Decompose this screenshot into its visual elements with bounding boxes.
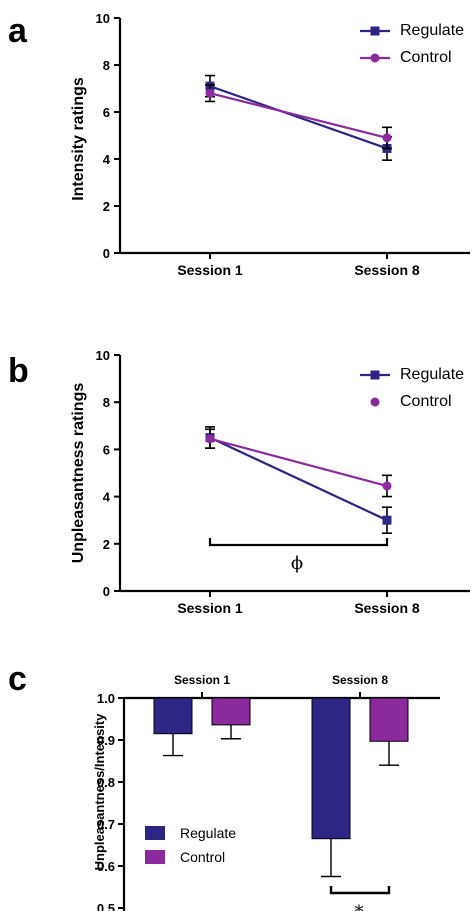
x-tick-label-session-1-b: Session 1 <box>177 600 243 616</box>
bar-control-session-8 <box>369 697 409 742</box>
panel-letter-b: b <box>8 352 29 390</box>
y-tick-label-a: 6 <box>103 105 110 120</box>
significance-phi: ϕ <box>291 553 303 574</box>
legend-label-regulate-a: Regulate <box>400 22 464 39</box>
legend-marker-control-b <box>370 397 380 407</box>
legend-label-control-a: Control <box>400 49 452 66</box>
y-tick-label-b: 2 <box>103 537 110 552</box>
legend-label-regulate-c: Regulate <box>180 825 236 841</box>
data-point-control-a <box>382 133 392 143</box>
series-line-control-b <box>209 437 388 488</box>
error-bar-control-session-8 <box>379 741 399 766</box>
panel-letter-c: c <box>8 660 27 698</box>
series-line-control-a <box>209 92 388 139</box>
y-tick-label-b: 4 <box>103 490 111 505</box>
y-tick-label-a: 0 <box>103 246 110 261</box>
legend-label-regulate-b: Regulate <box>400 366 464 383</box>
significance-bracket-c <box>329 886 391 895</box>
y-tick-label-a: 4 <box>103 152 111 167</box>
y-tick-label-b: 8 <box>103 395 110 410</box>
series-line-regulate-a <box>209 85 388 150</box>
x-tick-label-session-1-c: Session 1 <box>174 673 230 687</box>
y-axis-label-a: Intensity ratings <box>70 77 87 201</box>
legend-swatch-regulate-c <box>145 826 165 840</box>
y-tick-label-a: 2 <box>103 199 110 214</box>
bar-regulate-session-8 <box>311 697 351 840</box>
x-tick-label-session-8-c: Session 8 <box>332 673 388 687</box>
bar-regulate-session-1 <box>153 697 193 735</box>
data-point-control-b <box>382 481 392 491</box>
y-axis-label-b: Unpleasantness ratings <box>70 383 87 564</box>
legend-swatch-control-c <box>145 850 165 864</box>
y-tick-label-c: 1.0 <box>97 691 115 706</box>
legend-marker-regulate-a <box>370 26 380 36</box>
data-point-control-b <box>205 434 215 444</box>
error-bar-regulate-session-1 <box>163 733 183 757</box>
x-tick-label-session-8-b: Session 8 <box>354 600 420 616</box>
bar-control-session-1 <box>211 697 251 726</box>
error-bar-regulate-session-8 <box>321 838 341 878</box>
series-line-regulate-b <box>209 436 388 522</box>
panel-letter-a: a <box>8 12 28 50</box>
y-tick-label-c: 0.8 <box>97 775 115 790</box>
significance-bracket-b <box>208 538 389 547</box>
y-tick-label-c: 0.7 <box>97 817 115 832</box>
y-tick-label-c: 0.5 <box>97 901 115 911</box>
legend-marker-control-a <box>370 53 380 63</box>
y-tick-label-a: 8 <box>103 58 110 73</box>
data-point-regulate-b <box>382 515 392 525</box>
y-tick-label-c: 0.6 <box>97 859 115 874</box>
y-tick-label-c: 0.9 <box>97 733 115 748</box>
y-axis-label-c: Unpleasantness/Intensity <box>92 713 107 871</box>
significance-star: * <box>355 902 364 911</box>
y-tick-label-a: 10 <box>96 11 110 26</box>
y-tick-label-b: 10 <box>96 348 110 363</box>
x-tick-label-session-1-a: Session 1 <box>177 262 243 278</box>
data-point-control-a <box>205 88 215 98</box>
y-tick-label-b: 0 <box>103 584 110 599</box>
error-bar-control-session-1 <box>221 724 241 740</box>
x-tick-label-session-8-a: Session 8 <box>354 262 420 278</box>
legend-marker-regulate-b <box>370 370 380 380</box>
legend-label-control-c: Control <box>180 849 225 865</box>
y-tick-label-b: 6 <box>103 442 110 457</box>
legend-label-control-b: Control <box>400 393 452 410</box>
